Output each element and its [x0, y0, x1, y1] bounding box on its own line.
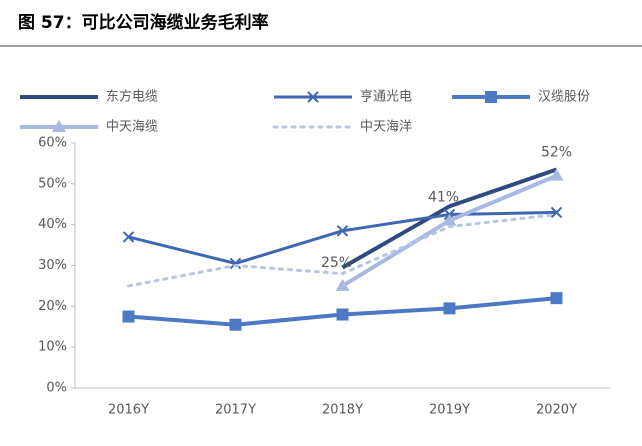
marker [443, 302, 456, 315]
marker [229, 318, 242, 331]
marker [335, 278, 350, 291]
marker [336, 308, 349, 321]
y-tick-label: 30% [38, 258, 67, 273]
legend-label: 汉缆股份 [538, 89, 590, 105]
legend-label: 东方电缆 [106, 89, 158, 105]
x-tick-label: 2016Y [108, 403, 149, 418]
marker [549, 168, 564, 181]
x-tick-label: 2017Y [215, 403, 256, 418]
y-tick-label: 50% [38, 176, 67, 191]
chart-title: 图 57：可比公司海缆业务毛利率 [18, 12, 269, 33]
y-tick-label: 60% [38, 136, 67, 151]
x-tick-label: 2018Y [322, 403, 363, 418]
marker [229, 257, 242, 270]
marker [550, 292, 563, 305]
legend-label: 中天海缆 [106, 119, 158, 135]
series-line [127, 212, 558, 288]
marker [485, 91, 497, 103]
legend-label: 亨通光电 [360, 89, 412, 105]
data-label: 25% [321, 255, 352, 271]
data-label: 41% [428, 190, 459, 206]
legend-label: 中天海洋 [360, 120, 412, 135]
x-tick-label: 2019Y [429, 403, 470, 418]
y-tick-label: 0% [46, 381, 67, 396]
marker [52, 120, 66, 132]
y-tick-label: 10% [38, 340, 67, 355]
marker [307, 91, 319, 103]
marker [336, 225, 349, 237]
marker [122, 231, 135, 243]
marker [550, 206, 563, 219]
marker [122, 310, 135, 323]
marker [442, 213, 457, 226]
x-tick-label: 2020Y [536, 403, 577, 418]
y-tick-label: 40% [38, 217, 67, 232]
series-line [341, 167, 558, 270]
y-tick-label: 20% [38, 299, 67, 314]
data-label: 52% [541, 145, 572, 161]
